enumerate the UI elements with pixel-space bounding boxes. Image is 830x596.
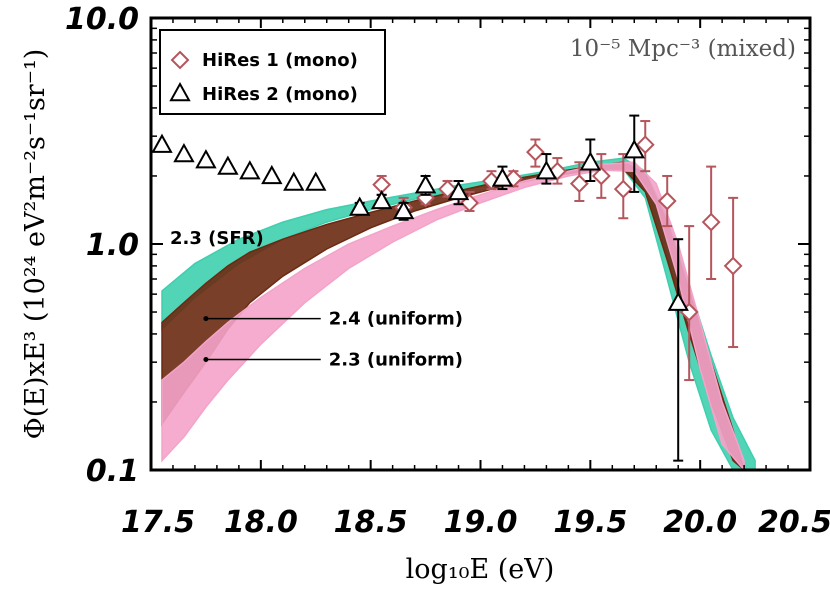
hires2-point <box>348 196 371 216</box>
legend: HiRes 1 (mono) HiRes 2 (mono) <box>159 29 386 115</box>
annotation-label: 2.3 (SFR) <box>170 228 264 249</box>
legend-label-hires1: HiRes 1 (mono) <box>202 50 358 71</box>
hires1-point <box>569 174 589 194</box>
hires2-point <box>217 155 239 175</box>
y-axis-title: Φ(E)xE³ (10²⁴ eV²m⁻²s⁻¹sr⁻¹) <box>20 49 51 440</box>
x-tick-label: 20.5 <box>758 505 830 540</box>
hires2-point <box>623 139 645 159</box>
x-tick-label: 18.0 <box>224 505 298 540</box>
hires2-point <box>151 133 173 153</box>
annotation-dot <box>203 316 209 322</box>
hires1-point <box>460 193 479 213</box>
hires2-point <box>283 171 305 191</box>
hires2-point <box>261 164 283 185</box>
x-axis-title: log₁₀E (eV) <box>406 554 555 585</box>
hires2-point <box>447 180 470 201</box>
hires1-point <box>723 256 743 276</box>
corner-label: 10⁻⁵ Mpc⁻³ (mixed) <box>570 36 796 62</box>
hires2-point <box>239 160 261 180</box>
legend-box <box>159 29 386 115</box>
legend-label-hires2: HiRes 2 (mono) <box>202 84 358 105</box>
model-band-1 <box>161 161 745 470</box>
hires2-point <box>370 189 393 210</box>
hires2-point <box>392 199 415 220</box>
hires2-point <box>579 151 602 171</box>
x-tick-label: 20.0 <box>663 505 737 540</box>
x-tick-label: 17.5 <box>121 505 195 540</box>
hires2-point <box>491 167 514 187</box>
model-band-0 <box>161 157 756 470</box>
hires1-point <box>526 142 545 162</box>
legend-diamond-icon <box>170 50 190 70</box>
hires1-point <box>591 166 611 186</box>
hires2-point <box>535 160 558 180</box>
hires2-point <box>195 149 217 169</box>
hires1-point <box>635 135 655 155</box>
hires2-point <box>414 174 437 194</box>
hires2-point <box>667 291 689 311</box>
annotation-label: 2.3 (uniform) <box>329 349 463 370</box>
hires2-point <box>173 143 195 163</box>
hires1-point <box>701 212 721 232</box>
x-tick-label: 19.0 <box>443 505 517 540</box>
hires1-point <box>438 179 457 199</box>
hires1-point <box>613 179 633 199</box>
y-tick-label: 10.0 <box>65 2 139 37</box>
y-tick-label: 0.1 <box>86 454 139 489</box>
y-tick-label: 1.0 <box>86 228 139 263</box>
annotation-label: 2.4 (uniform) <box>329 309 463 330</box>
annotation-dot <box>203 356 209 362</box>
hires2-point <box>305 171 327 191</box>
legend-triangle-icon <box>169 81 191 102</box>
x-tick-label: 18.5 <box>334 505 408 540</box>
model-band-2 <box>161 161 745 470</box>
x-tick-label: 19.5 <box>553 505 627 540</box>
hires1-point <box>657 191 677 211</box>
